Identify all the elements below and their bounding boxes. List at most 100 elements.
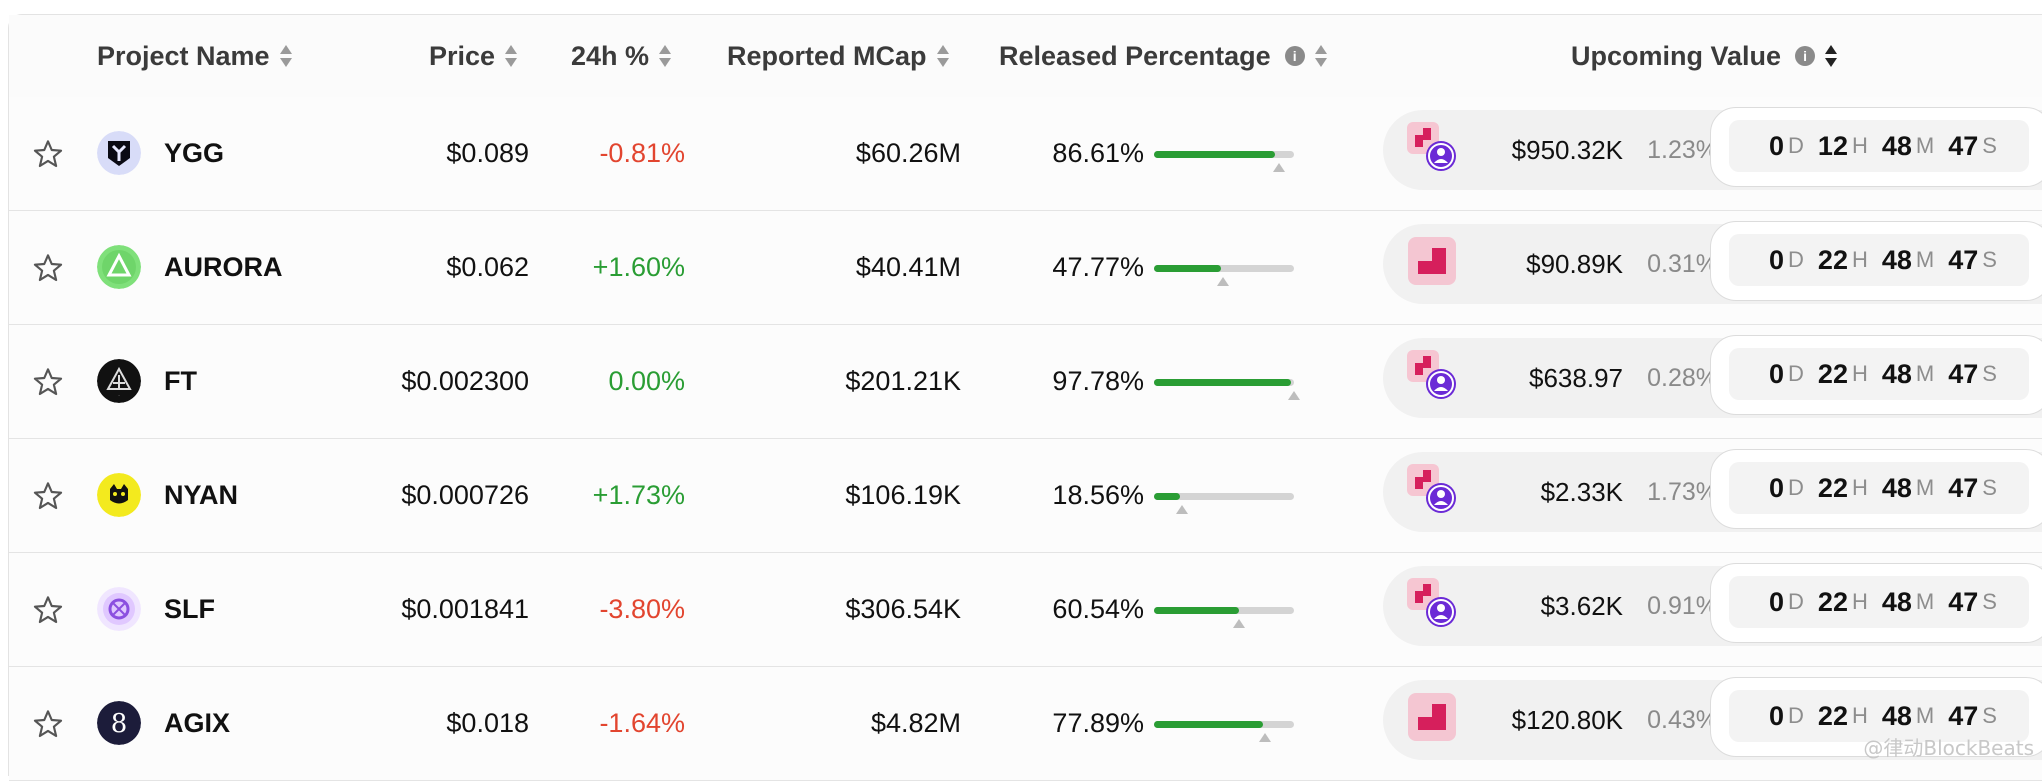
days-unit: D: [1788, 589, 1804, 615]
project-name[interactable]: YGG: [164, 97, 224, 210]
header-released-percentage[interactable]: Released Percentage i: [999, 15, 1327, 97]
sort-icon[interactable]: [1825, 43, 1837, 69]
project-name[interactable]: FT: [164, 325, 197, 438]
sort-icon[interactable]: [505, 43, 517, 69]
hours-unit: H: [1852, 589, 1868, 615]
minutes-unit: M: [1916, 361, 1934, 387]
header-project-name-label: Project Name: [97, 41, 270, 72]
released-progress-bar: [1154, 251, 1294, 285]
upcoming-percentage: 0.43%: [1628, 680, 1718, 760]
days-value: 0: [1769, 701, 1784, 732]
progress-fill: [1154, 265, 1221, 272]
seconds-unit: S: [1982, 703, 1997, 729]
upcoming-value: $90.89K: [1473, 224, 1623, 304]
sort-icon[interactable]: [1315, 43, 1327, 69]
header-price[interactable]: Price: [429, 15, 517, 97]
table-row[interactable]: AURORA $0.062 +1.60% $40.41M 47.77% $90.…: [9, 211, 2042, 325]
minutes-unit: M: [1916, 589, 1934, 615]
agix-logo: 8: [97, 701, 141, 745]
price-value: $0.001841: [401, 553, 529, 666]
change-24h-value: -3.80%: [599, 553, 685, 666]
unlock-block-icon: [1407, 692, 1457, 742]
sort-icon[interactable]: [659, 43, 671, 69]
favorite-star-icon[interactable]: [23, 667, 73, 780]
header-project-name[interactable]: Project Name: [97, 15, 292, 97]
price-value: $0.089: [446, 97, 529, 210]
project-name[interactable]: AURORA: [164, 211, 283, 324]
table-row[interactable]: 8 AGIX $0.018 -1.64% $4.82M 77.89% $120.…: [9, 667, 2042, 781]
progress-fill: [1154, 493, 1180, 500]
upcoming-value: $120.80K: [1473, 680, 1623, 760]
sort-icon[interactable]: [280, 43, 292, 69]
ygg-logo: [97, 131, 141, 175]
days-unit: D: [1788, 475, 1804, 501]
progress-fill: [1154, 607, 1239, 614]
progress-fill: [1154, 151, 1275, 158]
hours-value: 22: [1818, 587, 1848, 618]
unlock-block-icon: [1407, 236, 1457, 286]
released-progress-bar: [1154, 593, 1294, 627]
change-24h-value: -1.64%: [599, 667, 685, 780]
favorite-star-icon[interactable]: [23, 325, 73, 438]
ft-logo: ·: [97, 359, 141, 403]
released-percentage-value: 18.56%: [1052, 439, 1144, 552]
unlock-table: Project Name Price 24h % Reported MCap R…: [8, 14, 2042, 776]
upcoming-value: $2.33K: [1473, 452, 1623, 532]
minutes-value: 48: [1882, 245, 1912, 276]
table-row[interactable]: YGG $0.089 -0.81% $60.26M 86.61% $950.32…: [9, 97, 2042, 211]
released-percentage-value: 47.77%: [1052, 211, 1144, 324]
sort-icon[interactable]: [937, 43, 949, 69]
days-value: 0: [1769, 359, 1784, 390]
change-24h-value: +1.73%: [593, 439, 685, 552]
price-value: $0.000726: [401, 439, 529, 552]
favorite-star-icon[interactable]: [23, 553, 73, 666]
header-upcoming-value[interactable]: Upcoming Value i: [1571, 15, 1837, 97]
upcoming-percentage: 0.28%: [1628, 338, 1718, 418]
progress-fill: [1154, 721, 1263, 728]
seconds-unit: S: [1982, 475, 1997, 501]
released-progress-bar: [1154, 479, 1294, 513]
project-name[interactable]: SLF: [164, 553, 215, 666]
favorite-star-icon[interactable]: [23, 97, 73, 210]
released-percentage-value: 60.54%: [1052, 553, 1144, 666]
header-mcap-label: Reported MCap: [727, 41, 927, 72]
days-unit: D: [1788, 247, 1804, 273]
hours-unit: H: [1852, 475, 1868, 501]
hours-value: 22: [1818, 473, 1848, 504]
minutes-unit: M: [1916, 703, 1934, 729]
slf-logo: [97, 587, 141, 631]
header-price-label: Price: [429, 41, 495, 72]
hours-unit: H: [1852, 703, 1868, 729]
days-value: 0: [1769, 473, 1784, 504]
upcoming-value: $3.62K: [1473, 566, 1623, 646]
header-reported-mcap[interactable]: Reported MCap: [727, 15, 949, 97]
favorite-star-icon[interactable]: [23, 211, 73, 324]
table-row[interactable]: SLF $0.001841 -3.80% $306.54K 60.54% $3.…: [9, 553, 2042, 667]
change-24h-value: -0.81%: [599, 97, 685, 210]
progress-marker-icon: [1217, 277, 1229, 286]
reported-mcap-value: $201.21K: [845, 325, 961, 438]
svg-text:8: 8: [111, 709, 128, 739]
favorite-star-icon[interactable]: [23, 439, 73, 552]
table-row[interactable]: NYAN $0.000726 +1.73% $106.19K 18.56% $2…: [9, 439, 2042, 553]
table-header: Project Name Price 24h % Reported MCap R…: [9, 15, 2042, 98]
info-icon[interactable]: i: [1285, 46, 1305, 66]
project-name[interactable]: AGIX: [164, 667, 230, 780]
minutes-value: 48: [1882, 131, 1912, 162]
days-unit: D: [1788, 133, 1804, 159]
seconds-unit: S: [1982, 247, 1997, 273]
reported-mcap-value: $306.54K: [845, 553, 961, 666]
released-percentage-value: 97.78%: [1052, 325, 1144, 438]
project-name[interactable]: NYAN: [164, 439, 238, 552]
watermark: @律动BlockBeats: [1863, 732, 2034, 761]
info-icon[interactable]: i: [1795, 46, 1815, 66]
header-24h-change[interactable]: 24h %: [571, 15, 671, 97]
table-row[interactable]: · FT $0.002300 0.00% $201.21K 97.78% $63…: [9, 325, 2042, 439]
seconds-value: 47: [1948, 701, 1978, 732]
unlock-person-icon: [1407, 122, 1457, 172]
